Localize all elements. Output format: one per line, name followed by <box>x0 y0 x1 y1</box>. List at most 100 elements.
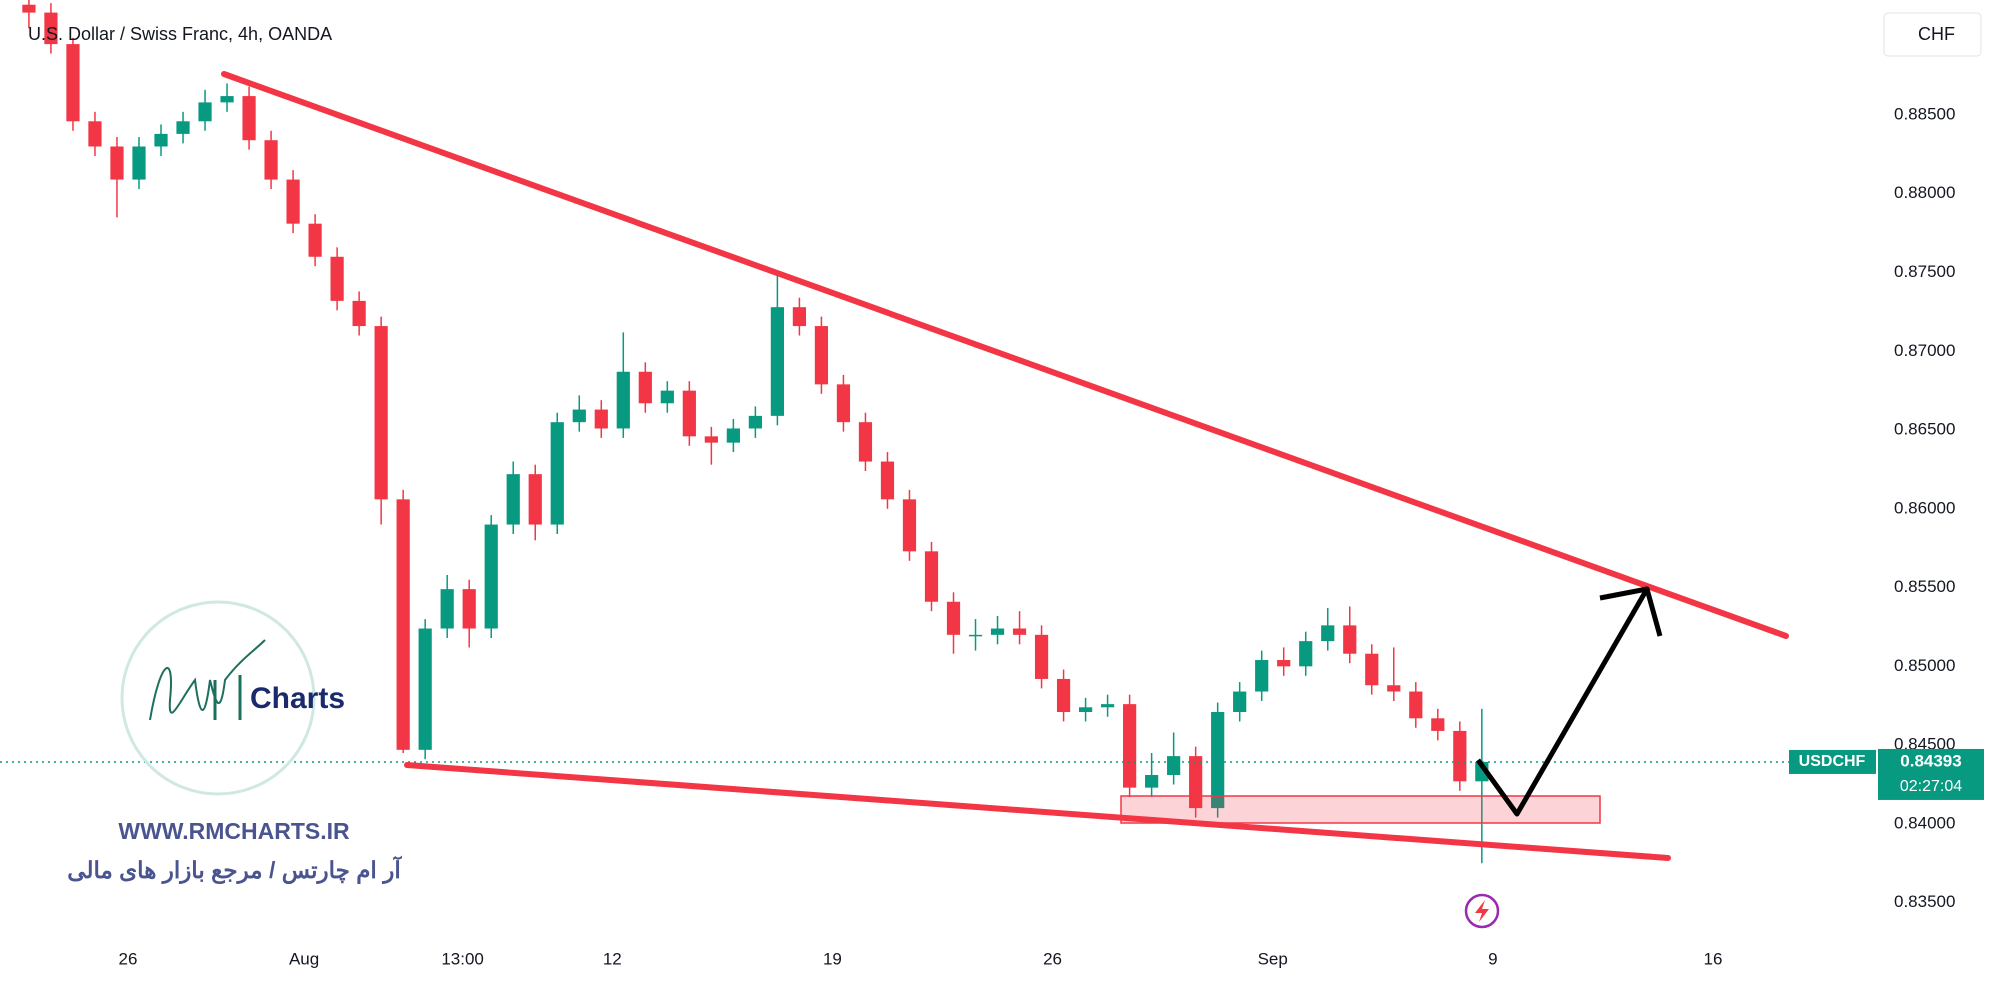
candle-body <box>682 390 696 437</box>
plot: 0.83500 0.84000 0.84500 0.85000 0.85500 0.860… <box>0 0 1955 968</box>
candle-body <box>638 371 652 404</box>
candle-body <box>1453 730 1467 782</box>
currency-label[interactable]: CHF <box>1918 24 1955 44</box>
candle-body <box>396 499 410 750</box>
candle-body <box>286 179 300 224</box>
candle-body <box>484 524 498 629</box>
candle-body <box>1034 634 1049 679</box>
last-price-label: 0.84393 <box>1900 751 1961 770</box>
candle-body <box>308 223 322 257</box>
candle-body <box>902 499 917 552</box>
x-tick-label: 13:00 <box>441 949 484 968</box>
support-zone <box>1120 795 1601 824</box>
x-tick-label: 26 <box>1043 949 1062 968</box>
logo-ring <box>120 600 316 796</box>
y-tick-label: 0.88000 <box>1894 183 1955 202</box>
price-box <box>1878 748 1984 800</box>
candle-body <box>198 102 212 122</box>
candle-body <box>946 601 961 635</box>
logo-text: Charts <box>250 682 345 715</box>
watermark-url: WWW.RMCHARTS.IR <box>118 818 350 844</box>
candle-body <box>506 474 520 525</box>
candle-body <box>1321 625 1335 642</box>
candle-body <box>1255 660 1269 692</box>
watermark-logo: Charts WWW.RMCHARTS.IR آر ام چارتس / مرج… <box>67 600 402 885</box>
candle-body <box>1145 775 1159 788</box>
candle-body <box>748 415 762 429</box>
watermark-tagline: آر ام چارتس / مرجع بازار های مالی <box>67 855 402 885</box>
candle-body <box>1233 691 1247 713</box>
x-tick-label: Aug <box>289 949 319 968</box>
candle-body <box>1387 685 1401 692</box>
candle-body <box>616 371 630 429</box>
candle-body <box>792 307 807 327</box>
candle-body <box>704 436 718 443</box>
x-tick-label: 26 <box>119 949 138 968</box>
lower-trendline <box>404 762 1671 861</box>
y-tick-label: 0.87500 <box>1894 262 1955 281</box>
candle-body <box>462 589 476 629</box>
y-tick-label: 0.87000 <box>1894 341 1955 360</box>
candle-body <box>594 409 608 429</box>
candle-body <box>440 589 454 629</box>
x-tick-label: 16 <box>1704 949 1723 968</box>
currency-button[interactable]: CHF <box>1883 12 1982 57</box>
y-tick-label: 0.85000 <box>1894 656 1955 675</box>
projection-arrow <box>1475 587 1650 817</box>
candle-body <box>836 384 851 423</box>
candle-body <box>418 628 432 750</box>
candle-body <box>1056 678 1071 713</box>
candle-body <box>924 551 939 602</box>
candle-body <box>1277 660 1291 667</box>
candle-body <box>858 422 873 462</box>
candle-body <box>660 390 674 404</box>
y-tick-label: 0.84500 <box>1894 735 1955 754</box>
alert-icon[interactable] <box>1464 893 1500 929</box>
candle-body <box>550 422 564 525</box>
symbol-box <box>1789 749 1876 774</box>
candle-body <box>726 428 740 443</box>
y-tick-label: 0.86500 <box>1894 420 1955 439</box>
candle-body <box>352 300 366 327</box>
candle-body <box>374 326 388 500</box>
y-tick-label: 0.84000 <box>1894 813 1955 832</box>
candle-body <box>1123 704 1137 788</box>
y-tick-label: 0.86000 <box>1894 498 1955 517</box>
candle-body <box>88 121 102 147</box>
x-tick-label: 9 <box>1488 949 1497 968</box>
candle-body <box>1078 707 1093 713</box>
x-tick-label: 19 <box>823 949 842 968</box>
candle-body <box>770 307 784 416</box>
candle-body <box>154 133 168 147</box>
candle-body <box>66 44 80 122</box>
x-tick-label: Sep <box>1258 949 1288 968</box>
candle-body <box>1343 625 1357 654</box>
logo-script <box>149 639 266 721</box>
candle-body <box>1299 641 1313 667</box>
y-tick-label: 0.85500 <box>1894 577 1955 596</box>
x-tick-label: 12 <box>603 949 622 968</box>
candle-body <box>44 12 58 45</box>
candle-body <box>1100 704 1115 708</box>
candle-body <box>814 326 829 385</box>
candle-body <box>132 146 146 180</box>
alert-bolt[interactable] <box>1475 900 1489 922</box>
candle-body <box>1365 653 1379 686</box>
countdown: 02:27:04 <box>1900 778 1962 795</box>
y-tick-label: 0.83500 <box>1894 892 1955 911</box>
candle-body <box>880 461 895 500</box>
symbol-label: USDCHF <box>1799 753 1866 770</box>
candle-body <box>1189 756 1203 809</box>
candle-body <box>330 256 344 301</box>
candle-body <box>1211 712 1225 809</box>
candle-body <box>220 96 234 103</box>
candle-body <box>572 409 586 423</box>
candle-body <box>1409 691 1423 719</box>
candle-body <box>1431 718 1445 731</box>
currency-box[interactable] <box>1883 12 1982 57</box>
candle-body <box>176 121 190 134</box>
last-price-tag: USDCHF 0.84393 02:27:04 <box>1789 748 1984 800</box>
alert-ring[interactable] <box>1464 893 1500 929</box>
upper-trendline <box>221 71 1789 639</box>
